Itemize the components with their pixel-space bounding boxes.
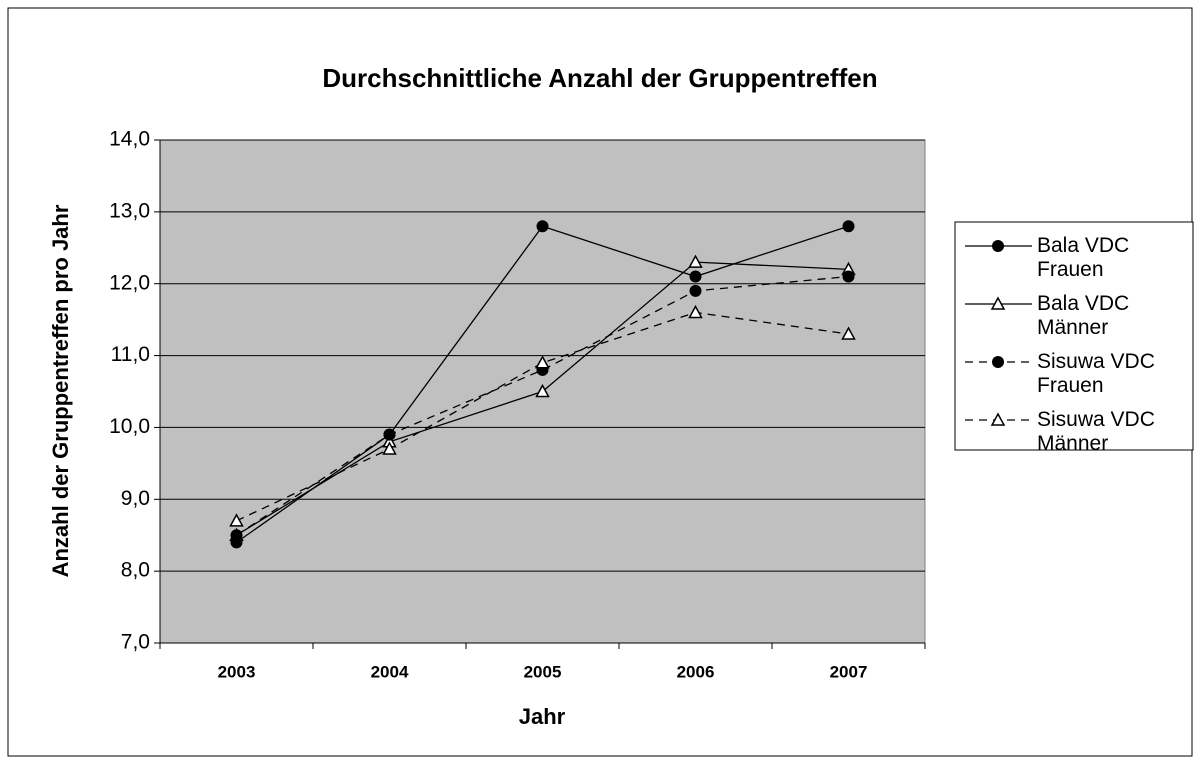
point	[689, 270, 702, 283]
legend-label: Sisuwa VDC Männer	[1037, 408, 1155, 455]
legend-marker	[990, 412, 1006, 426]
point	[382, 441, 397, 455]
point	[688, 254, 703, 268]
point	[842, 220, 855, 233]
legend-marker	[992, 240, 1004, 252]
y-tick-label: 11,0	[111, 343, 150, 366]
y-tick-label: 12,0	[109, 271, 150, 294]
point	[535, 383, 550, 398]
point	[842, 270, 855, 283]
point	[535, 355, 550, 369]
point	[229, 513, 244, 527]
x-tick-label: 2004	[371, 662, 409, 681]
legend-label: Sisuwa VDC Frauen	[1037, 350, 1155, 397]
y-tick-label: 8,0	[121, 559, 150, 582]
legend-marker	[992, 356, 1004, 368]
x-axis-label: Jahr	[519, 704, 566, 729]
legend-label: Bala VDC Frauen	[1037, 234, 1130, 281]
x-tick-label: 2005	[524, 662, 562, 681]
y-axis-label: Anzahl der Gruppentreffen pro Jahr	[48, 204, 73, 577]
legend-box	[954, 221, 1194, 451]
x-tick-label: 2003	[218, 662, 256, 681]
point	[536, 220, 549, 233]
y-tick-label: 9,0	[121, 487, 150, 510]
chart-title: Durchschnittliche Anzahl der Gruppentref…	[322, 63, 877, 93]
point	[383, 428, 396, 441]
legend-label: Bala VDC Männer	[1037, 292, 1130, 339]
point	[841, 326, 856, 340]
x-tick-label: 2006	[677, 662, 715, 681]
x-tick-label: 2007	[830, 662, 868, 681]
y-tick-label: 14,0	[109, 128, 150, 151]
series-line	[236, 311, 849, 522]
y-tick-label: 13,0	[109, 199, 150, 222]
legend-marker	[990, 296, 1006, 310]
y-tick-label: 7,0	[121, 631, 150, 654]
point	[230, 529, 243, 542]
point	[688, 304, 703, 319]
y-tick-label: 10,0	[109, 415, 150, 438]
point	[689, 284, 702, 297]
